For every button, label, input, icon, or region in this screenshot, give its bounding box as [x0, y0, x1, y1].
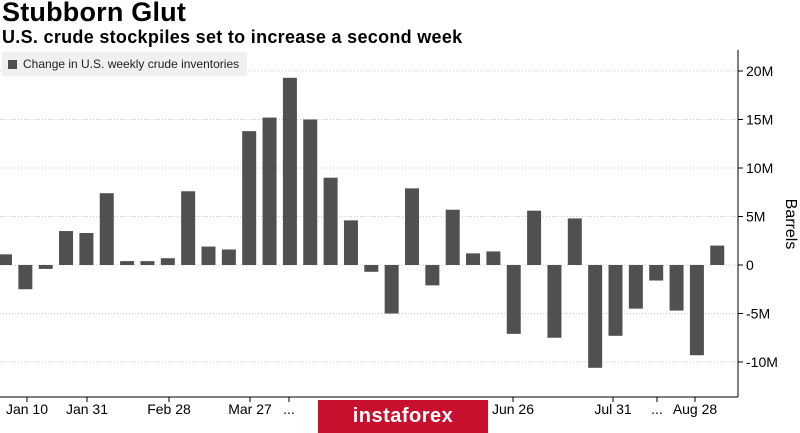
bar [181, 191, 196, 265]
legend-swatch [8, 59, 17, 69]
x-tick-label: ... [651, 401, 663, 417]
bar [689, 265, 704, 356]
bar [120, 261, 135, 265]
x-tick-label: Jul 31 [594, 401, 632, 417]
legend: Change in U.S. weekly crude inventories [2, 52, 248, 76]
bar [506, 265, 521, 334]
bar [628, 265, 643, 309]
bar [262, 117, 277, 265]
bar [59, 231, 74, 265]
bar [425, 265, 440, 286]
y-tick-label: 15M [746, 112, 773, 128]
legend-label: Change in U.S. weekly crude inventories [23, 57, 240, 71]
bar [608, 265, 623, 336]
bar [710, 245, 725, 265]
bar [323, 177, 338, 265]
y-axis-label: Barrels [782, 199, 799, 250]
y-tick-label: -10M [746, 354, 778, 370]
x-tick-label: Jan 10 [6, 401, 48, 417]
chart-subtitle: U.S. crude stockpiles set to increase a … [2, 27, 463, 47]
axes [0, 50, 739, 398]
watermark: instaforex [318, 400, 488, 433]
bar [527, 210, 542, 265]
y-tick-label: 0 [746, 257, 754, 273]
chart-title: Stubborn Glut [2, 0, 187, 27]
bar [242, 131, 257, 265]
bar [486, 251, 501, 265]
bar [547, 265, 562, 338]
bar [140, 261, 155, 265]
bar [221, 249, 236, 265]
bar [18, 265, 33, 290]
bar [0, 254, 12, 265]
x-tick-label: Feb 28 [147, 401, 191, 417]
bar [303, 119, 318, 265]
x-tick-label: Aug 28 [673, 401, 718, 417]
bar [669, 265, 684, 311]
bars [0, 77, 725, 368]
bar [99, 193, 114, 265]
bar [445, 209, 460, 265]
y-tick-labels: 20M 15M 10M 5M 0 -5M -10M [738, 63, 778, 370]
bar [384, 265, 399, 314]
bar [364, 265, 379, 272]
bar [38, 265, 53, 269]
x-tick-label: Jun 26 [492, 401, 534, 417]
y-tick-label: 10M [746, 160, 773, 176]
y-tick-label: 5M [746, 209, 765, 225]
bar [160, 258, 175, 265]
bar [201, 246, 216, 265]
bar [588, 265, 603, 368]
bar [405, 188, 419, 265]
bar [282, 77, 297, 265]
bar [649, 265, 664, 281]
bar [567, 218, 582, 265]
x-tick-label: Jan 31 [66, 401, 108, 417]
bar [343, 220, 358, 265]
y-tick-label: 20M [746, 63, 773, 79]
x-tick-labels: Jan 10 Jan 31 Feb 28 Mar 27... Jun 26 Jul 31.… [6, 397, 717, 417]
y-tick-label: -5M [746, 306, 770, 322]
x-tick-label: Mar 27 [228, 401, 272, 417]
bar [466, 253, 481, 265]
bar [79, 232, 94, 265]
x-tick-label: ... [283, 401, 295, 417]
